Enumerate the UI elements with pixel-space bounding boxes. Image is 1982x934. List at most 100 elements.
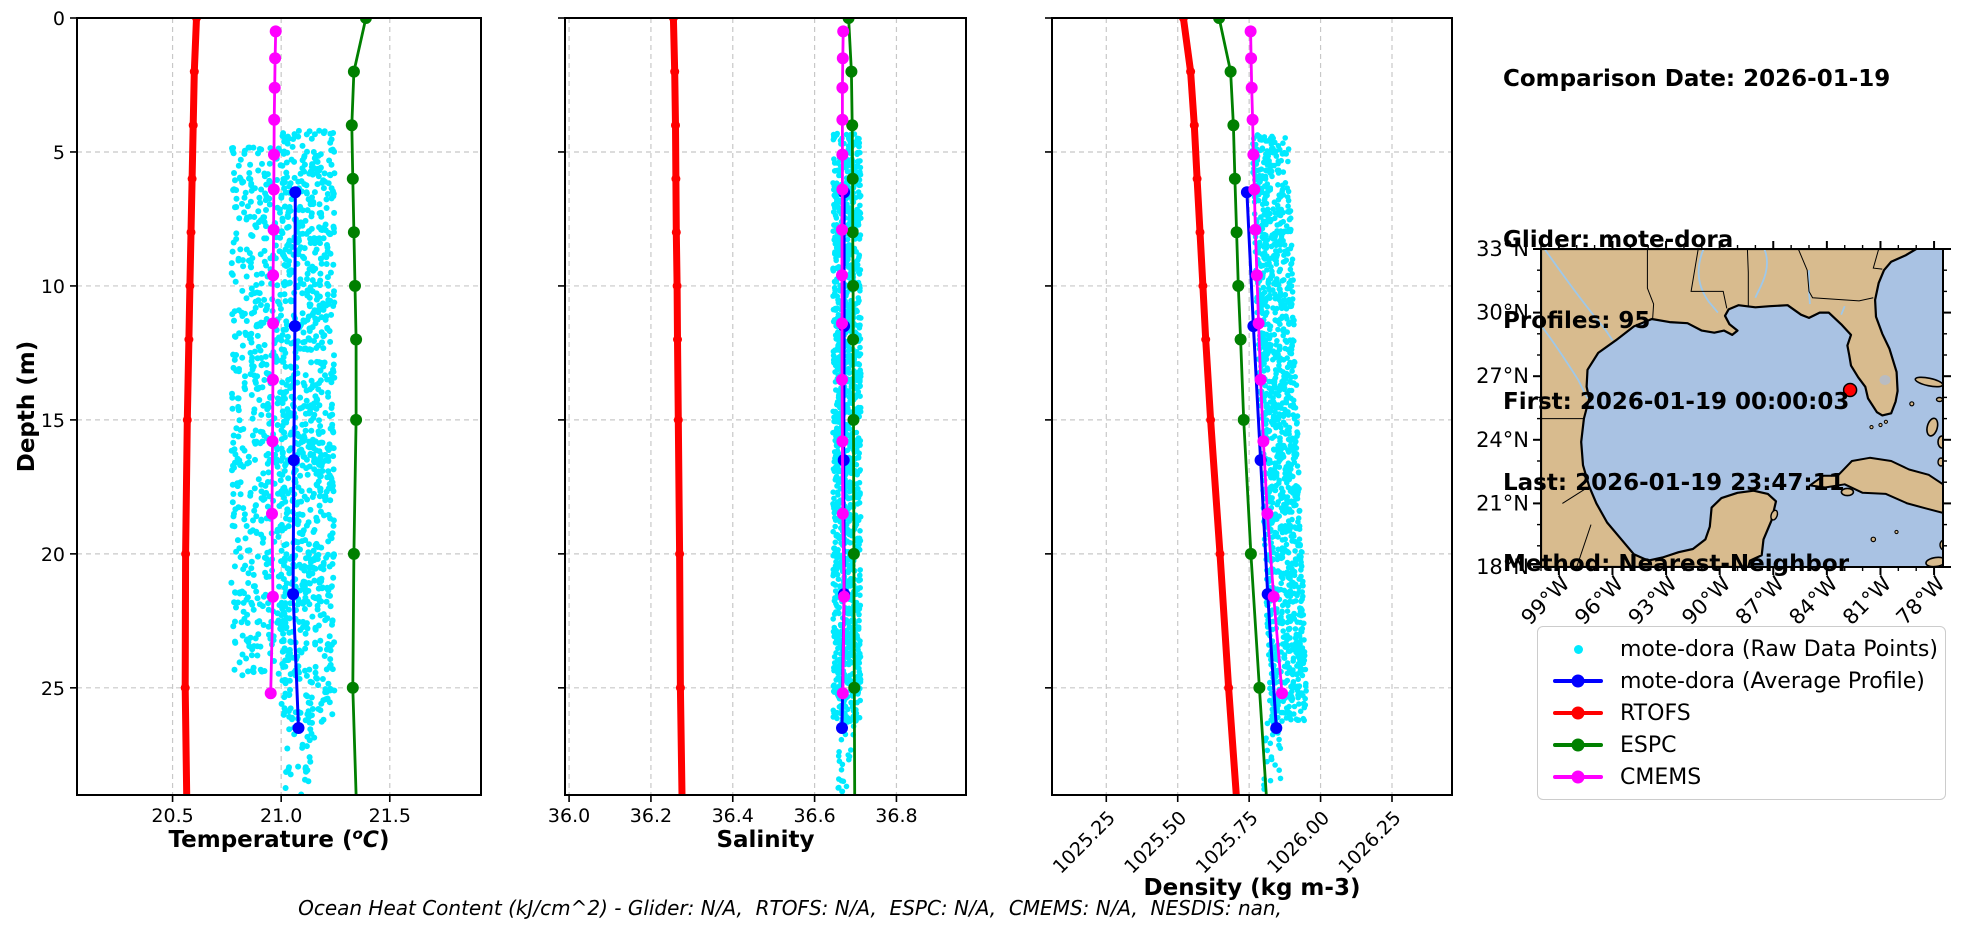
glider-position-marker	[1842, 382, 1858, 398]
ocean-heat-content-note: Ocean Heat Content (kJ/cm^2) - Glider: N…	[298, 896, 1282, 920]
border-sc-ga	[1872, 249, 1883, 270]
espc-line-icon	[1550, 743, 1606, 747]
map-lat-label: 30°N	[1476, 301, 1529, 325]
x-tick-label: 21.0	[260, 805, 302, 827]
island-andros	[1926, 417, 1939, 437]
depth-tick-label: 0	[53, 8, 65, 30]
comparison-date: Comparison Date: 2026-01-19	[1503, 66, 1891, 92]
x-tick-label: 20.5	[151, 805, 193, 827]
x-tick-label: 36.0	[548, 805, 590, 827]
legend-label: mote-dora (Average Profile)	[1620, 668, 1925, 694]
land-north-america	[1541, 249, 1918, 567]
raw-data-points	[228, 127, 338, 795]
x-tick-label: 36.6	[793, 805, 835, 827]
legend-label: mote-dora (Raw Data Points)	[1620, 636, 1938, 662]
border-tx-la	[1646, 249, 1655, 319]
legend-item-espc: ESPC	[1550, 730, 1939, 761]
x-axis-title: Salinity	[716, 827, 814, 853]
info-spacer	[1503, 147, 1890, 173]
x-tick-label: 1026.00	[1263, 807, 1334, 878]
river-suwannee	[1840, 305, 1846, 316]
island-cay	[1935, 396, 1943, 403]
series-cmems	[1244, 25, 1288, 700]
lake-okeechobee	[1879, 375, 1891, 385]
series-espc	[345, 18, 372, 795]
depth-tick-label: 25	[41, 678, 65, 700]
x-tick-label: 36.4	[712, 805, 754, 827]
x-tick-label: 1026.25	[1334, 807, 1405, 878]
series-espc	[1213, 18, 1268, 795]
river-texas	[1543, 249, 1614, 341]
legend: mote-dora (Raw Data Points) mote-dora (A…	[1537, 626, 1946, 800]
state-borders	[1541, 249, 1883, 567]
series-rtofs	[180, 18, 201, 795]
rivers	[1541, 249, 1846, 399]
density-profile: 1025.25 1025.50 1025.75 1026.00 1026.25Densi…	[1045, 17, 1453, 901]
island-bimini	[1909, 401, 1915, 407]
x-axis-title: Density (kg m-3)	[1144, 875, 1361, 901]
island-isla-juventud	[1840, 487, 1855, 497]
legend-item-rtofs: RTOFS	[1550, 698, 1939, 729]
island-grand-cayman	[1870, 536, 1877, 543]
info-panel: Comparison Date: 2026-01-19 Glider: mote…	[1503, 12, 1890, 632]
salinity-profile: 36.0 36.2 36.4 36.6 36.8 Salinity	[548, 17, 967, 853]
map-lat-label: 18°N	[1476, 555, 1529, 579]
map-frame	[1540, 248, 1944, 568]
x-tick-label: 36.2	[630, 805, 672, 827]
legend-item-average-profile: mote-dora (Average Profile)	[1550, 666, 1939, 697]
rtofs-line-icon	[1550, 711, 1606, 715]
raw-data-dot-icon	[1550, 644, 1606, 654]
first-profile-time: First: 2026-01-19 00:00:03	[1503, 389, 1850, 415]
legend-label: RTOFS	[1620, 700, 1691, 726]
border-ga-fl	[1808, 291, 1874, 302]
series-cmems	[836, 25, 851, 700]
island-bahama-east-2	[1937, 457, 1943, 467]
cmems-line-icon	[1550, 775, 1606, 779]
legend-label: ESPC	[1620, 732, 1677, 758]
map-lat-label: 33°N	[1476, 237, 1529, 261]
land-cuba	[1808, 456, 1943, 514]
legend-item-cmems: CMEMS	[1550, 762, 1939, 793]
river-alabama	[1754, 249, 1768, 299]
series-espc	[842, 18, 861, 795]
profiles-count: Profiles: 95	[1503, 308, 1651, 334]
legend-label: CMEMS	[1620, 764, 1702, 790]
average-profile-line-icon	[1550, 679, 1606, 683]
island-cozumel	[1770, 509, 1779, 521]
map-geometry	[1541, 249, 1943, 567]
series-rtofs	[1178, 18, 1240, 795]
river-rio-grande	[1541, 324, 1589, 399]
depth-tick-label: 10	[41, 276, 65, 298]
temperature-profile: 20.5 21.0 21.5 0 5 10 15 20 25 Temperature (oC) De…	[14, 8, 482, 853]
border-al-ga	[1797, 249, 1810, 292]
depth-tick-label: 20	[41, 544, 65, 566]
florida-keys-3	[1883, 419, 1888, 424]
x-tick-label: 1025.25	[1049, 807, 1120, 878]
plot-frame	[1051, 17, 1453, 796]
plot-frame	[564, 17, 967, 796]
x-tick-label: 1025.75	[1192, 807, 1263, 878]
series-cmems	[264, 25, 282, 700]
depth-tick-label: 15	[41, 410, 65, 432]
border-mexico-3	[1576, 524, 1592, 567]
comparison-method: Method: Nearest-Neighbor	[1503, 551, 1850, 577]
florida-keys-1	[1869, 425, 1874, 430]
x-tick-label: 36.8	[875, 805, 917, 827]
y-axis-title: Depth (m)	[14, 341, 40, 473]
legend-item-raw-data: mote-dora (Raw Data Points)	[1550, 634, 1939, 665]
border-mexico-2	[1562, 485, 1590, 504]
series-rtofs	[668, 18, 686, 795]
island-little-cayman	[1894, 529, 1899, 535]
florida-keys-2	[1878, 422, 1883, 428]
x-tick-label: 21.5	[369, 805, 411, 827]
x-tick-label: 1025.50	[1120, 807, 1191, 878]
gridlines	[565, 18, 966, 795]
border-la-ms	[1690, 249, 1728, 309]
series-mote-dora-average-profile-	[287, 186, 305, 734]
glider-name: Glider: mote-dora	[1503, 227, 1734, 253]
border-ms-al	[1746, 249, 1749, 307]
last-profile-time: Last: 2026-01-19 23:47:11	[1503, 470, 1845, 496]
river-mississippi	[1697, 249, 1719, 314]
